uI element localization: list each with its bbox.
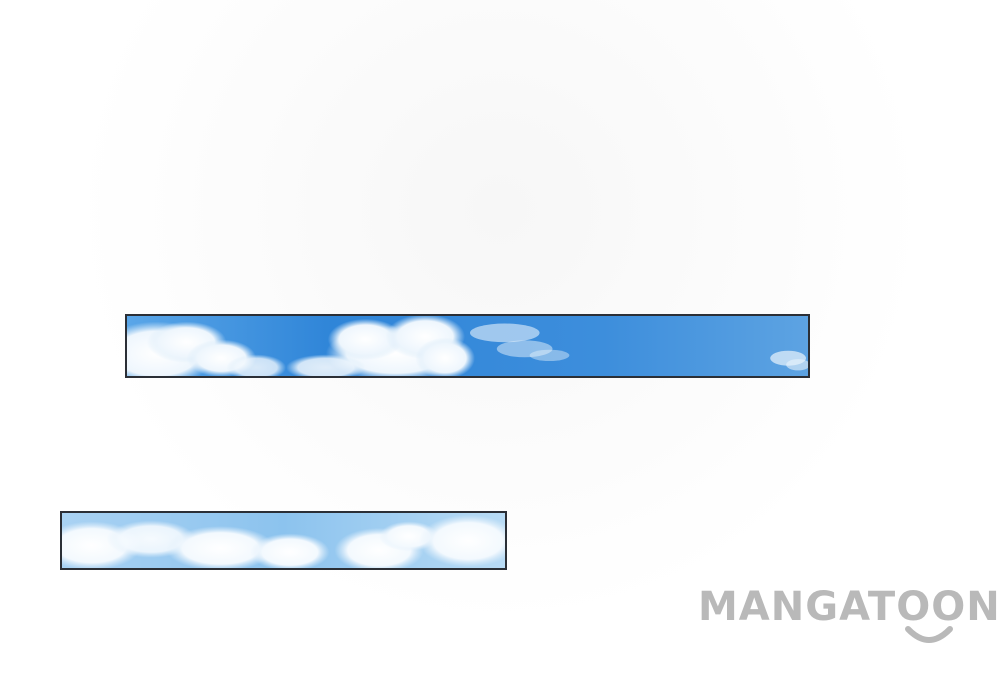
- sky-clouds-image: [127, 316, 808, 376]
- smile-icon: [905, 626, 953, 643]
- sky-panel-bottom: [60, 511, 507, 570]
- sky-panel-top: [125, 314, 810, 378]
- mangatoon-watermark: MANGATOON: [698, 583, 1000, 653]
- watermark-text: MANGATOON: [698, 584, 1000, 630]
- sky-clouds-image: [62, 513, 505, 568]
